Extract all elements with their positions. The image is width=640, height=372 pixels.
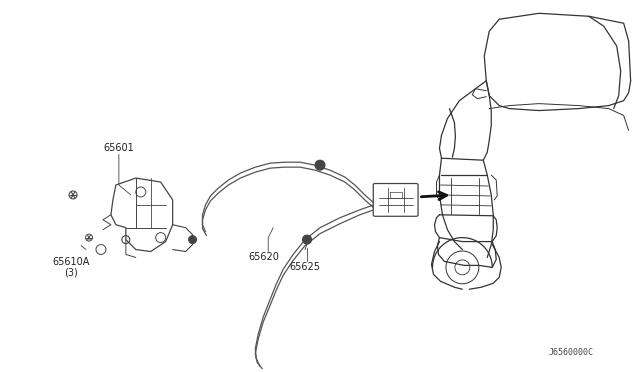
FancyBboxPatch shape [373, 183, 418, 216]
Circle shape [303, 235, 312, 244]
Text: 65601: 65601 [104, 143, 134, 153]
Text: J6560000C: J6560000C [549, 348, 594, 357]
Circle shape [189, 235, 196, 244]
Text: 65625: 65625 [289, 262, 321, 272]
Circle shape [315, 160, 325, 170]
Text: (3): (3) [64, 267, 78, 278]
Text: 65620: 65620 [248, 251, 279, 262]
Text: 65610A: 65610A [52, 257, 90, 267]
